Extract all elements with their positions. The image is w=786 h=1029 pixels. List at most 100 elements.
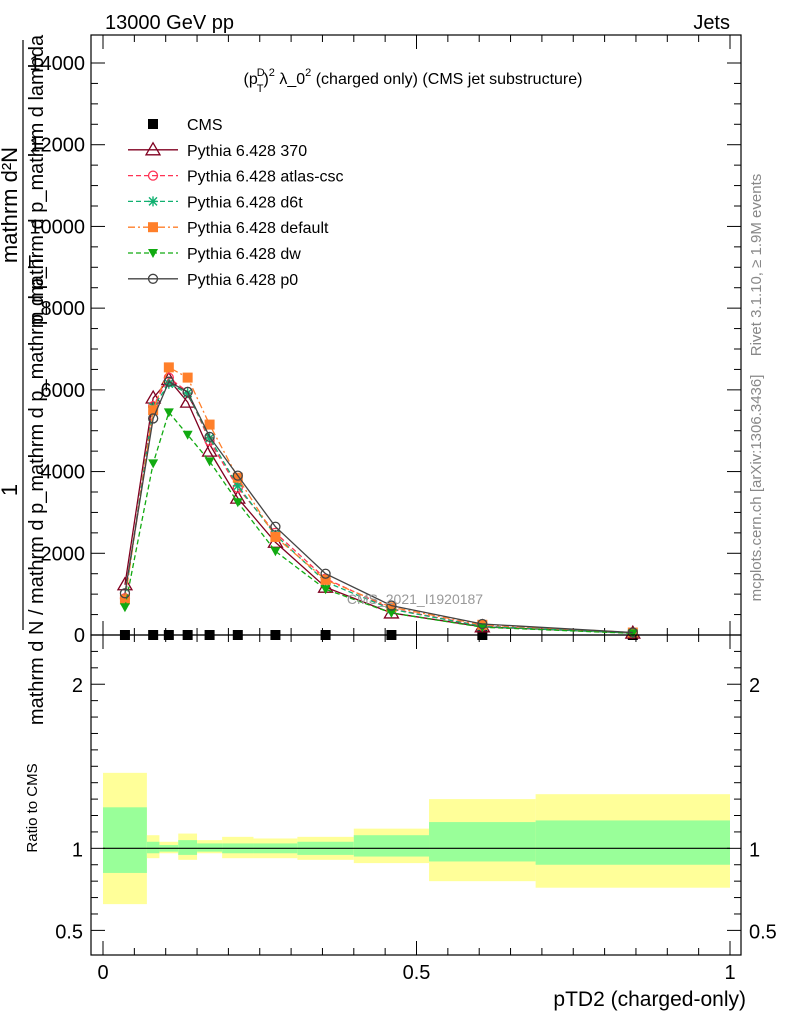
data-point: [320, 585, 331, 595]
main-ytick-label: 2000: [41, 543, 86, 565]
ratio-ytick-label-right: 2: [749, 675, 760, 697]
data-point: [386, 602, 397, 613]
watermark: CMS_2021_I1920187: [347, 591, 483, 607]
legend-marker: [147, 170, 159, 181]
ratio-ytick-label-right: 1: [749, 839, 760, 861]
legend-marker: [148, 249, 158, 258]
data-point: [627, 627, 638, 638]
header-left: 13000 GeV pp: [105, 12, 234, 34]
main-ytick-label: 10000: [29, 216, 85, 238]
legend-marker: [148, 222, 158, 233]
data-point: [204, 419, 215, 430]
data-point: [232, 480, 243, 491]
series-5: [119, 408, 638, 639]
legend-marker: [147, 273, 159, 284]
mcplots-label: mcplots.cern.ch [arXiv:1306.3436]: [748, 375, 765, 602]
data-point: [119, 603, 130, 613]
ratio-axes: 0.5 0.5 1 1 2 2 0 0.5 1: [55, 634, 777, 984]
data-point: [204, 457, 215, 467]
legend-marker: [144, 141, 162, 156]
data-point: [182, 430, 193, 440]
legend-entry: CMS: [148, 117, 223, 134]
ylabel-top-numerator: mathrm d²N: [0, 147, 22, 263]
ratio-band-green: [429, 822, 536, 862]
main-ytick-label: 6000: [41, 380, 86, 402]
data-point: [119, 588, 131, 599]
main-ytick-label: 4000: [41, 462, 86, 484]
rivet-label: Rivet 3.1.10, ≥ 1.9M events: [748, 174, 765, 357]
data-point: [232, 498, 243, 508]
data-point: [182, 372, 193, 383]
series-line: [124, 376, 633, 634]
legend-label: Pythia 6.428 d6t: [187, 194, 303, 211]
legend-entry: Pythia 6.428 dw: [128, 246, 301, 263]
legend-label: Pythia 6.428 p0: [187, 272, 298, 289]
data-point: [386, 608, 397, 618]
main-title: (pD T)2 λ_02 (charged only) (CMS jet subs…: [244, 67, 583, 95]
data-point: [148, 405, 159, 416]
series-line: [124, 380, 633, 634]
data-point: [270, 531, 281, 542]
ratio-band-green: [197, 843, 223, 852]
legend-entry: Pythia 6.428 d6t: [128, 194, 303, 211]
legend-label: Pythia 6.428 370: [187, 143, 307, 160]
data-point: [232, 470, 243, 481]
ratio-ytick-label: 1: [72, 839, 83, 861]
legend-label: Pythia 6.428 dw: [187, 246, 301, 263]
ratio-ytick-label-right: 0.5: [749, 921, 777, 943]
data-point: [270, 521, 281, 532]
ratio-band-green: [178, 840, 198, 855]
x-tick-label: 0.5: [403, 962, 431, 984]
data-point: [182, 386, 193, 398]
legend-marker: [148, 119, 158, 129]
data-point: [148, 413, 159, 424]
main-ytick-label: 12000: [29, 135, 85, 157]
legend: CMS Pythia 6.428 370 Pythia 6.428 atlas-cs…: [128, 117, 344, 289]
data-point: [320, 568, 331, 579]
legend-label: CMS: [187, 117, 223, 134]
ylabel-numerator: 1: [0, 484, 22, 496]
main-series-layer: [116, 362, 641, 640]
data-point: [119, 594, 130, 605]
data-point: [201, 442, 218, 457]
main-axes: 0 2000 4000 6000 8000 10000 12000 14000: [29, 34, 742, 647]
x-tick-label: 0: [97, 962, 108, 984]
series-6: [119, 376, 638, 638]
ratio-band-green: [535, 820, 730, 865]
data-point: [163, 362, 174, 373]
x-tick-label: 1: [724, 962, 735, 984]
ratio-band-green: [103, 807, 147, 873]
legend-label: Pythia 6.428 default: [187, 220, 329, 237]
ratio-bands: [103, 772, 730, 905]
legend-entry: Pythia 6.428 atlas-csc: [128, 169, 344, 186]
legend-marker: [148, 196, 158, 207]
ratio-ytick-label: 2: [72, 675, 83, 697]
ylabel-top-denominator: p_mathrm d p_mathrm d lambda: [26, 34, 48, 325]
data-point: [163, 376, 174, 387]
data-point: [204, 431, 215, 442]
x-axis-label: pTD2 (charged-only): [553, 988, 746, 1011]
ratio-ytick-label: 0.5: [55, 921, 83, 943]
ratio-band-green: [353, 835, 430, 857]
legend-entry: Pythia 6.428 p0: [128, 272, 298, 289]
ratio-band-green: [146, 841, 160, 854]
data-point: [386, 600, 397, 611]
ylabel-denominator: mathrm d N / mathrm d p_mathrm d p_mathr…: [26, 255, 48, 725]
data-point: [627, 629, 638, 639]
main-ytick-label: 14000: [29, 53, 85, 75]
data-point: [477, 623, 488, 633]
data-point: [148, 459, 159, 469]
header-right: Jets: [693, 12, 730, 34]
main-ylabel: 1 mathrm d N / mathrm d p_mathrm d p_mat…: [0, 34, 48, 725]
main-ytick-label: 0: [74, 625, 85, 647]
data-point: [163, 378, 174, 389]
legend-entry: Pythia 6.428 default: [128, 220, 329, 237]
data-point: [270, 547, 281, 557]
data-point: [232, 472, 243, 483]
ratio-ylabel: Ratio to CMS: [24, 763, 41, 852]
data-point: [204, 433, 215, 444]
main-ytick-label: 8000: [41, 298, 86, 320]
data-point: [163, 408, 174, 418]
